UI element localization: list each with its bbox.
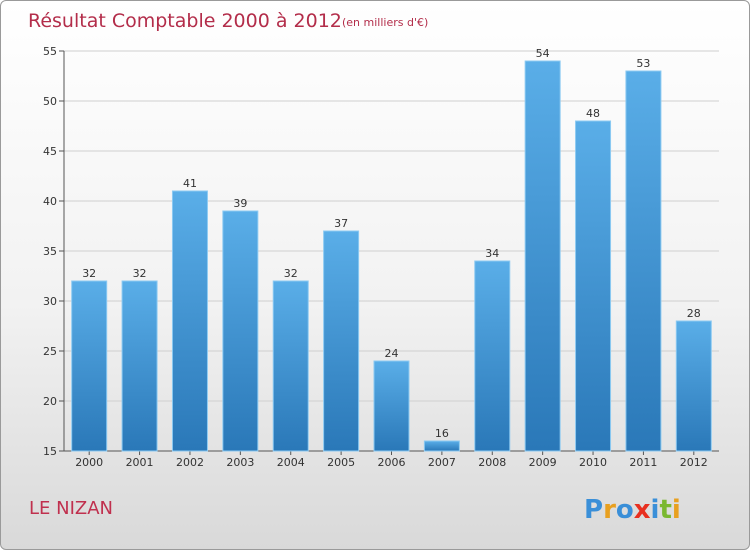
data-label-2003: 39 [233,197,247,210]
bar-2006 [373,360,410,452]
data-label-2002: 41 [183,177,197,190]
chart-title: Résultat Comptable 2000 à 2012 [28,10,342,32]
bar-2005 [323,230,360,452]
bar-2009 [524,60,561,452]
data-label-2012: 28 [687,307,701,320]
y-tick-label: 55 [43,45,57,58]
x-tick-label-2000: 2000 [75,456,103,469]
bar-2008 [474,260,511,452]
data-label-2005: 37 [334,217,348,230]
data-label-2008: 34 [485,247,499,260]
y-tick-label: 40 [43,195,57,208]
bar-2011 [625,70,662,452]
y-tick-label: 45 [43,145,57,158]
bar-2004 [272,280,309,452]
bar-2010 [575,120,612,452]
x-tick-label-2001: 2001 [126,456,154,469]
proxiti-logo: Proxiti [584,495,681,525]
x-tick-label-2006: 2006 [378,456,406,469]
x-tick-label-2005: 2005 [327,456,355,469]
data-label-2004: 32 [284,267,298,280]
bar-2003 [222,210,259,452]
data-label-2010: 48 [586,107,600,120]
data-label-2001: 32 [133,267,147,280]
bar-2012 [675,320,712,452]
y-tick-label: 25 [43,345,57,358]
commune-name: LE NIZAN [29,498,113,519]
x-tick-label-2007: 2007 [428,456,456,469]
x-tick-label-2011: 2011 [629,456,657,469]
bar-2000 [71,280,108,452]
data-label-2011: 53 [636,57,650,70]
y-tick-label: 30 [43,295,57,308]
bars [71,60,712,452]
data-label-2007: 16 [435,427,449,440]
bar-2002 [171,190,208,452]
chart-unit-note: (en milliers d'€) [342,16,428,29]
logo-text: Proxiti [584,495,681,525]
data-label-2006: 24 [385,347,399,360]
y-tick-label: 35 [43,245,57,258]
data-label-2000: 32 [82,267,96,280]
data-label-2009: 54 [536,47,550,60]
y-tick-label: 20 [43,395,57,408]
x-tick-label-2009: 2009 [529,456,557,469]
bar-2001 [121,280,158,452]
x-tick-label-2004: 2004 [277,456,305,469]
x-tick-label-2010: 2010 [579,456,607,469]
x-tick-label-2008: 2008 [478,456,506,469]
x-tick-label-2002: 2002 [176,456,204,469]
y-tick-label: 50 [43,95,57,108]
x-tick-label-2003: 2003 [226,456,254,469]
y-tick-label: 15 [43,445,57,458]
x-tick-label-2012: 2012 [680,456,708,469]
labels: 15 20 25 30 35 40 45 50 55 32 2000 32 2001 41 2002 39 20… [43,45,708,469]
bar-2007 [423,440,460,452]
